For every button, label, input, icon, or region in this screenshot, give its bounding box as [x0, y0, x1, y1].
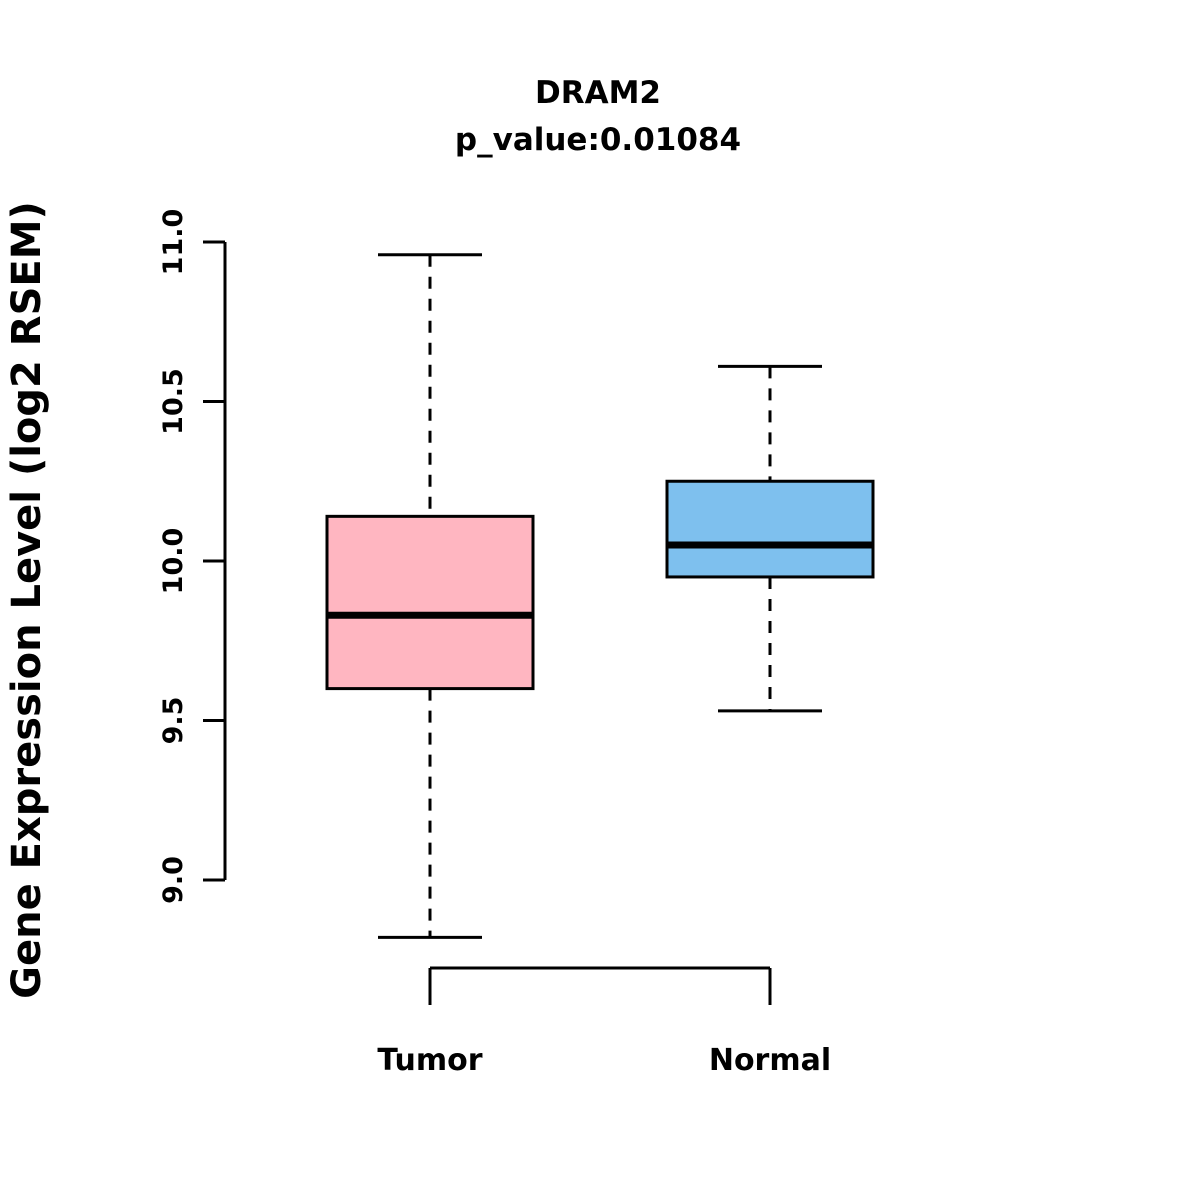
- plot-area: 9.0 9.5 10.0 10.5 11.0 Tumor Normal: [158, 209, 875, 1078]
- y-axis-title: Gene Expression Level (log2 RSEM): [4, 201, 50, 999]
- y-tick-label: 11.0: [158, 209, 189, 276]
- x-axis-label-tumor: Tumor: [377, 1043, 482, 1078]
- box-normal: [665, 479, 875, 579]
- y-tick-label: 9.0: [158, 856, 189, 904]
- chart-title: DRAM2: [535, 75, 661, 111]
- x-axis-label-normal: Normal: [709, 1043, 831, 1078]
- box-tumor: [325, 514, 535, 691]
- y-tick-label: 9.5: [158, 697, 189, 745]
- chart-subtitle: p_value:0.01084: [455, 122, 741, 158]
- y-tick-label: 10.5: [158, 368, 189, 435]
- y-tick-label: 10.0: [158, 528, 189, 595]
